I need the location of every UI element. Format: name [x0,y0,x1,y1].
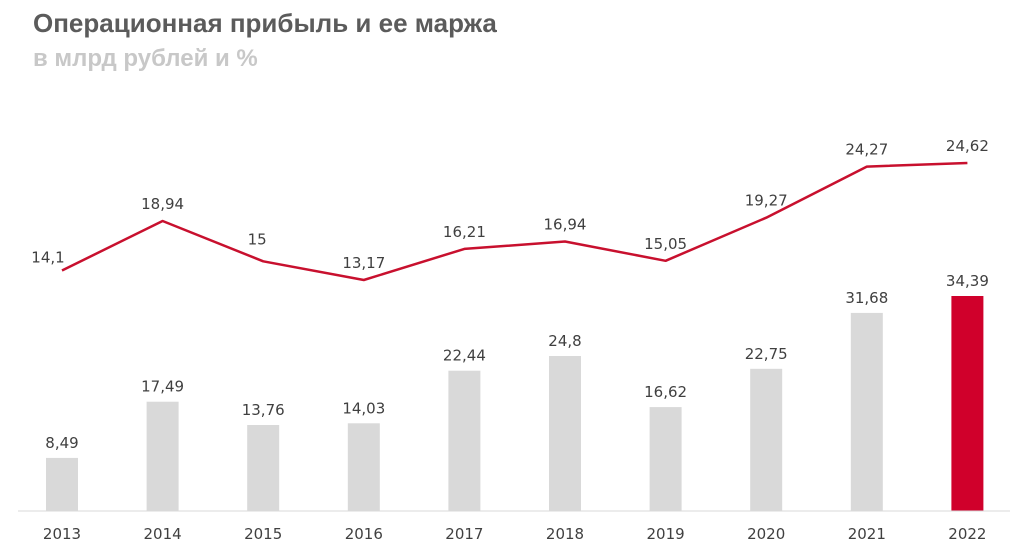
bar-label-2019: 16,62 [644,383,687,401]
x-tick-2021: 2021 [848,525,886,543]
x-tick-2013: 2013 [43,525,81,543]
bar-label-2014: 17,49 [141,378,184,396]
line-value-labels: 14,1 18,94 15 13,17 16,21 16,94 15,05 19,27 24,2… [31,137,989,272]
bar-label-2016: 14,03 [342,399,385,417]
bar-label-2021: 31,68 [845,289,888,307]
x-tick-2022: 2022 [948,525,986,543]
line-label-2021: 24,27 [845,141,888,159]
bar-2013 [46,457,78,511]
line-label-2016: 13,17 [342,254,385,272]
bar-2016 [347,423,380,511]
x-tick-2017: 2017 [445,525,483,543]
bar-label-2015: 13,76 [242,401,285,419]
x-tick-2015: 2015 [244,525,282,543]
line-label-2017: 16,21 [443,223,486,241]
bar-label-2017: 22,44 [443,347,486,365]
bar-2021 [850,312,883,511]
bar-2017 [448,370,481,511]
line-label-2018: 16,94 [544,216,587,234]
bar-label-2013: 8,49 [45,434,78,452]
bar-value-labels: 8,49 17,49 13,76 14,03 22,44 24,8 16,62 22,75 31… [45,272,989,452]
x-tick-2019: 2019 [647,525,685,543]
bar-label-2022: 34,39 [946,272,989,290]
line-label-2022: 24,62 [946,137,989,155]
chart-title: Операционная прибыль и ее маржа [33,8,497,38]
bar-2019 [649,407,682,511]
line-label-2013: 14,1 [31,249,64,267]
bar-series [46,296,984,511]
chart-subtitle: в млрд рублей и % [33,45,258,72]
x-tick-2014: 2014 [144,525,182,543]
bar-2018 [549,356,581,511]
x-tick-2018: 2018 [546,525,584,543]
bar-2022 [951,296,984,511]
bar-2014 [146,401,179,511]
x-axis-ticks: 2013 2014 2015 2016 2017 2018 2019 2020 2021 2022 [43,525,987,543]
bar-2020 [750,368,783,511]
x-tick-2020: 2020 [747,525,785,543]
bar-label-2020: 22,75 [745,345,788,363]
line-label-2014: 18,94 [141,195,184,213]
bar-label-2018: 24,8 [548,332,581,350]
line-label-2019: 15,05 [644,235,687,253]
margin-line [61,161,968,282]
x-tick-2016: 2016 [345,525,383,543]
line-label-2020: 19,27 [745,192,788,210]
line-label-2015: 15 [248,230,267,248]
bar-2015 [247,425,280,511]
